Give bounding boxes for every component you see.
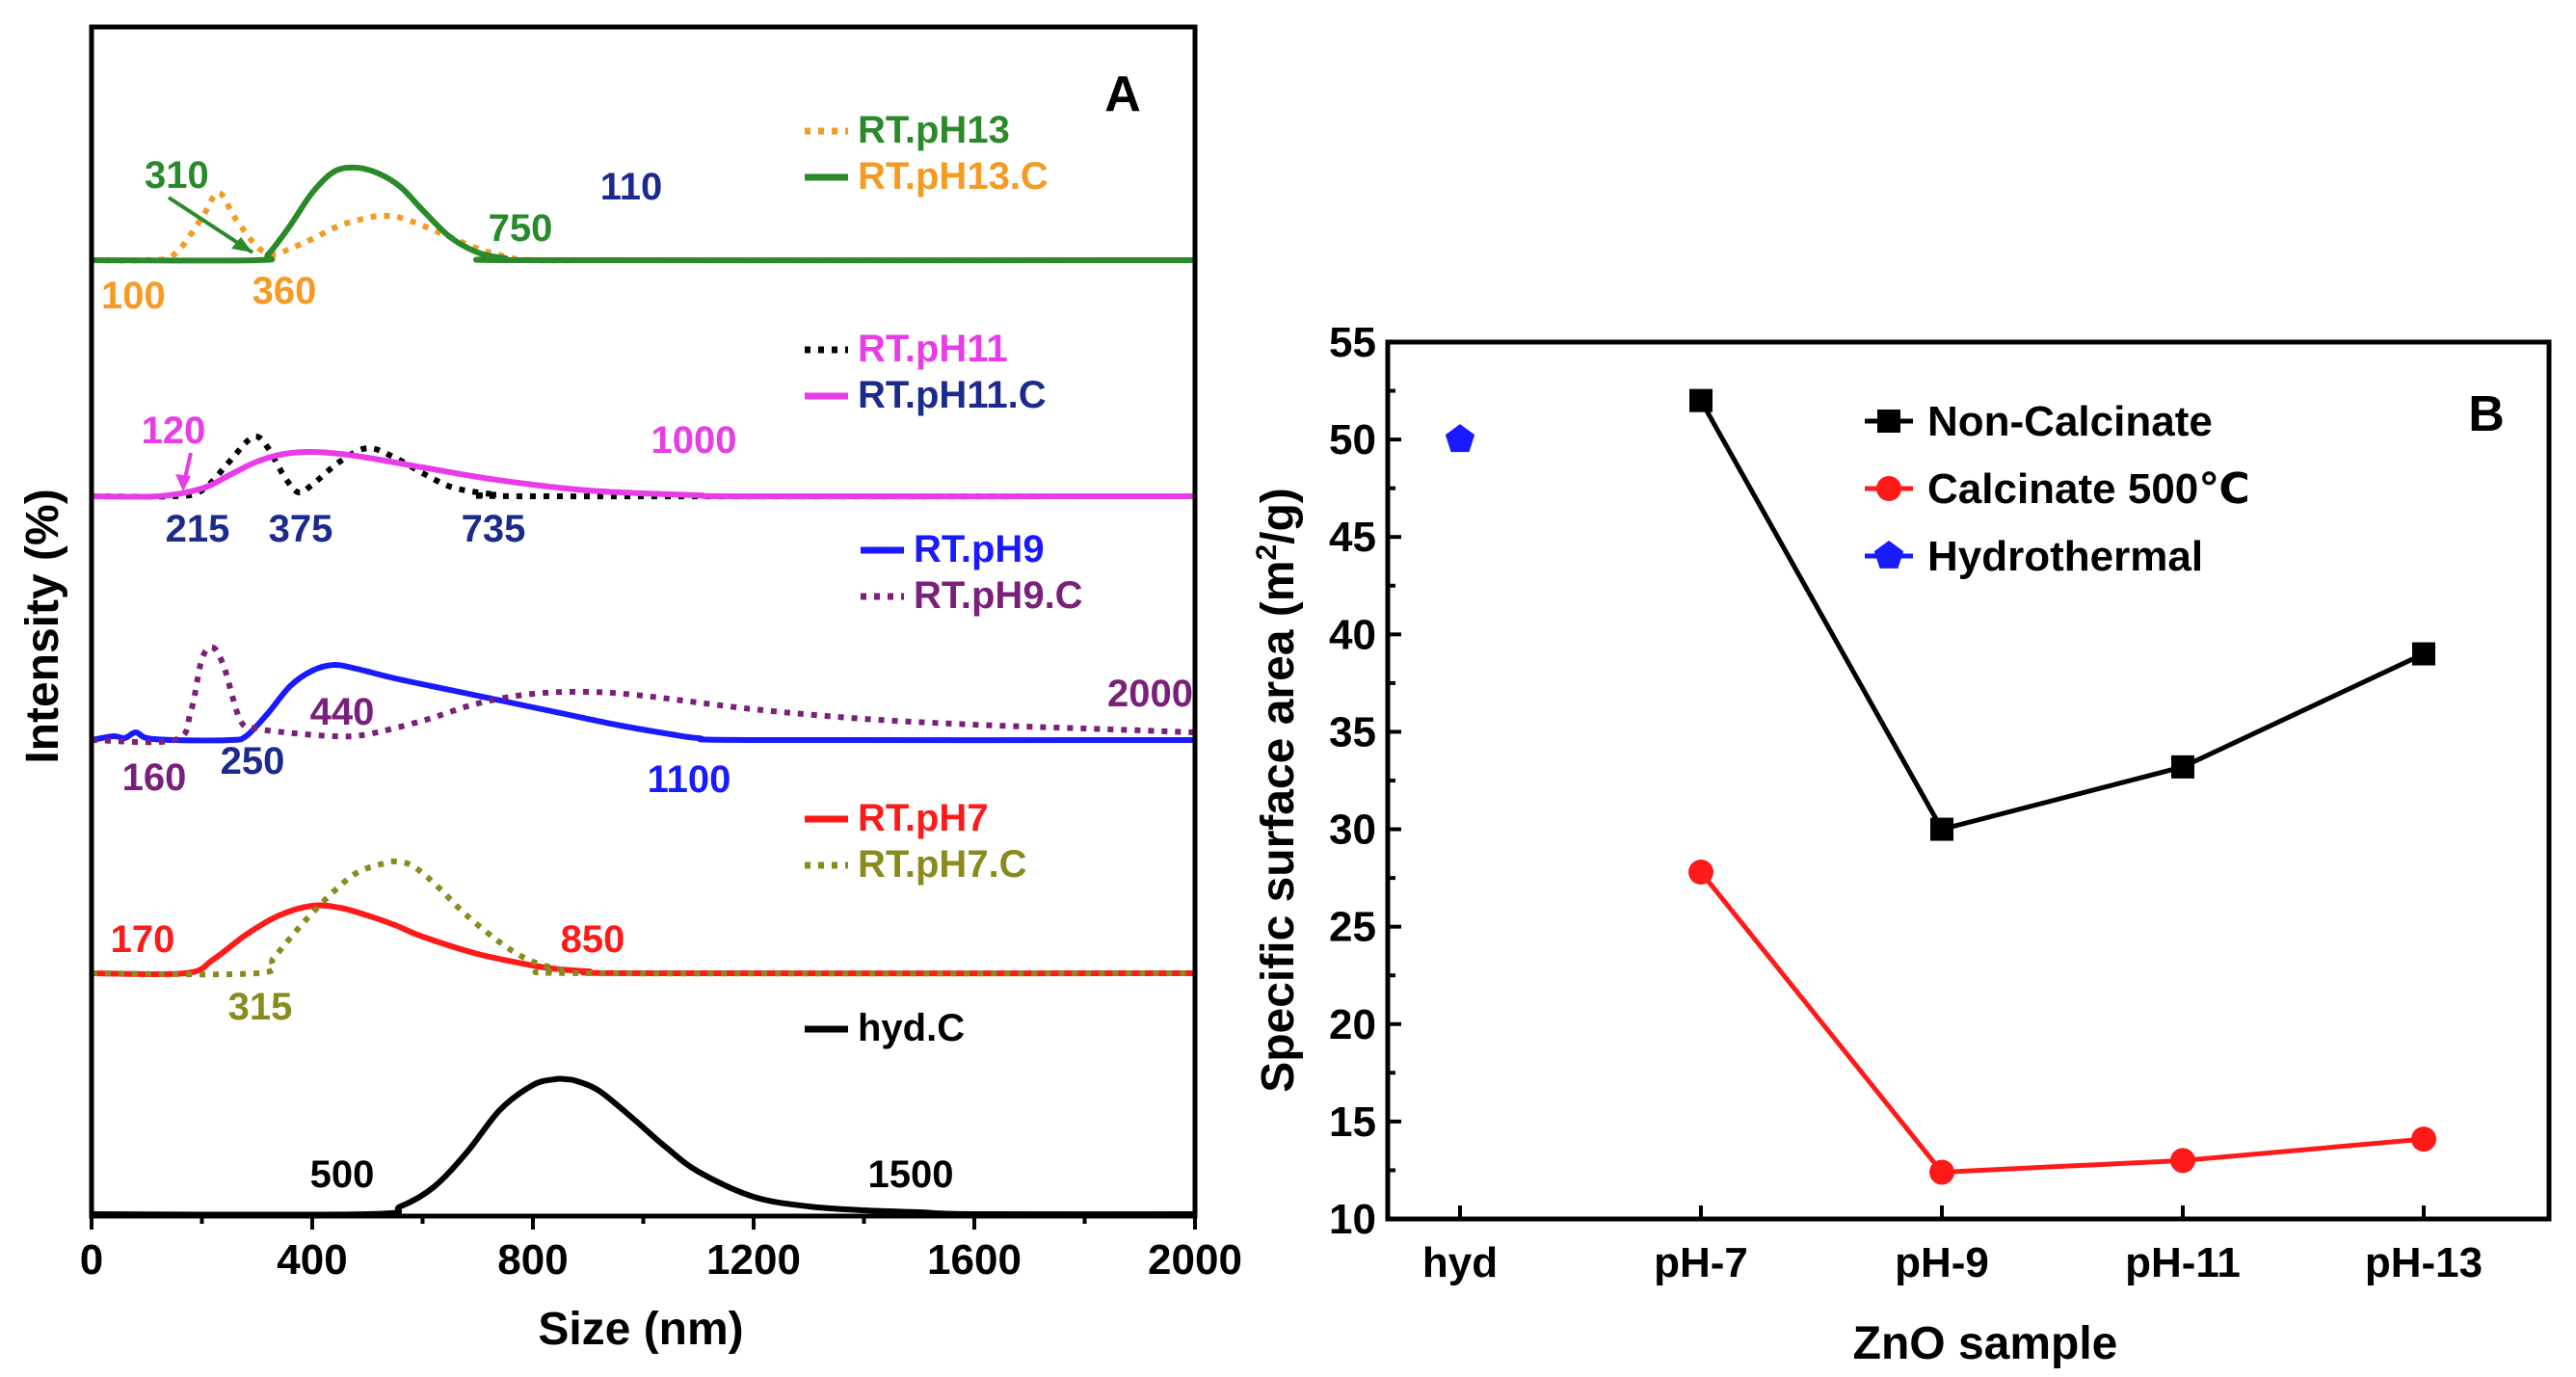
- panel-a-label: A: [1104, 66, 1141, 122]
- data-point-pentagon: [1445, 424, 1475, 453]
- series-line-rt-ph11: [91, 433, 1196, 500]
- series-line-rt-ph7-c: [91, 858, 1196, 978]
- x-tick-label: 2000: [1148, 1236, 1242, 1284]
- annotation-label: 1500: [868, 1153, 954, 1196]
- annotation-label: 1100: [648, 758, 731, 801]
- y-tick-label: 40: [1329, 611, 1376, 658]
- panel-b: Specific surface area (m2/g) ZnO sample …: [1251, 319, 2552, 1369]
- x-tick-label: pH-7: [1654, 1239, 1748, 1286]
- legend-label: Hydrothermal: [1927, 533, 2203, 580]
- annotation-label: 850: [561, 918, 625, 961]
- x-tick-label: 800: [497, 1236, 568, 1284]
- annotation-label: 215: [166, 508, 230, 550]
- legend-label-rt-ph9: RT.pH9: [914, 528, 1045, 570]
- legend-label-rt-ph13: RT.pH13: [858, 109, 1010, 151]
- annotation-label: 315: [228, 986, 293, 1028]
- annotation-label: 360: [252, 270, 317, 312]
- series-line-rt-ph9-c: [91, 644, 1196, 746]
- legend-label: Non-Calcinate: [1927, 398, 2213, 445]
- x-tick-label: 1600: [927, 1236, 1022, 1284]
- series-line-rt-ph13-c: [91, 164, 1196, 264]
- annotation-label: 160: [122, 756, 187, 799]
- annotation-label: 250: [221, 740, 285, 782]
- data-point-square: [1689, 388, 1713, 412]
- panel-a-y-axis-label: Intensity (%): [17, 489, 68, 763]
- x-tick-label: pH-9: [1895, 1239, 1989, 1286]
- series-line-rt-ph11-c: [91, 449, 1196, 500]
- annotation-label: 120: [142, 410, 206, 452]
- panel-b-y-axis-label: Specific surface area (m2/g): [1251, 488, 1304, 1093]
- x-tick-label: 0: [80, 1236, 103, 1284]
- y-tick-label: 55: [1329, 319, 1376, 366]
- annotation-label: 170: [111, 918, 175, 961]
- legend-label-rt-ph13-c: RT.pH13.C: [858, 155, 1049, 198]
- y-tick-label: 50: [1329, 416, 1376, 463]
- x-tick-label: 1200: [706, 1236, 801, 1284]
- series-line-hyd-c: [91, 1075, 1196, 1218]
- legend-label-rt-ph11-c: RT.pH11.C: [858, 374, 1047, 416]
- y-tick-label: 30: [1329, 807, 1376, 854]
- legend-swatch-marker: [1877, 410, 1900, 433]
- annotation-label: 750: [489, 207, 553, 250]
- legend-label: Calcinate 500℃: [1927, 465, 2250, 513]
- annotation-label: 500: [310, 1153, 375, 1196]
- series-line-rt-ph9: [91, 661, 1196, 744]
- data-point-square: [2171, 755, 2194, 779]
- series-line-square: [1698, 399, 2426, 833]
- annotation-label: 2000: [1107, 673, 1193, 715]
- panel-a-x-axis-label: Size (nm): [538, 1304, 743, 1355]
- annotation-label: 110: [600, 166, 663, 208]
- series-line-circle: [1699, 870, 2425, 1176]
- legend-label-rt-ph7: RT.pH7: [858, 797, 989, 839]
- x-tick-label: hyd: [1422, 1239, 1498, 1286]
- legend-label-rt-ph7-c: RT.pH7.C: [858, 843, 1027, 886]
- legend-label-rt-ph9-c: RT.pH9.C: [914, 574, 1083, 617]
- data-point-square: [2412, 642, 2435, 666]
- y-tick-label: 15: [1329, 1099, 1376, 1146]
- legend-label-hyd-c: hyd.C: [858, 1007, 965, 1049]
- y-tick-label: 25: [1329, 904, 1376, 951]
- annotation-label: 310: [145, 154, 209, 197]
- data-point-square: [1930, 817, 1953, 841]
- panel-b-label: B: [2468, 386, 2505, 442]
- data-point-circle: [2170, 1148, 2195, 1174]
- annotation-label: 100: [101, 275, 166, 317]
- annotation-label: 735: [462, 508, 526, 550]
- panel-a: Intensity (%) Size (nm) A RT.pH13RT.pH13…: [17, 24, 1242, 1355]
- y-tick-label: 10: [1329, 1196, 1376, 1243]
- legend-swatch-marker: [1876, 476, 1901, 501]
- x-tick-label: pH-11: [2125, 1239, 2241, 1286]
- legend-label-rt-ph11: RT.pH11: [858, 328, 1008, 370]
- series-line-rt-ph7: [91, 902, 1196, 978]
- annotation-label: 440: [310, 691, 375, 733]
- arrow-120-head-icon: [175, 474, 191, 491]
- legend-swatch-marker: [1873, 541, 1904, 569]
- data-point-circle: [2411, 1126, 2436, 1152]
- x-tick-label: pH-13: [2365, 1239, 2483, 1286]
- panel-b-x-axis-label: ZnO sample: [1853, 1318, 2118, 1369]
- y-tick-label: 20: [1329, 1001, 1376, 1048]
- annotation-label: 375: [269, 508, 333, 550]
- data-point-circle: [1929, 1159, 1954, 1185]
- y-tick-label: 35: [1329, 708, 1376, 755]
- arrow-310-head-icon: [231, 237, 252, 252]
- data-point-circle: [1688, 860, 1713, 886]
- y-tick-label: 45: [1329, 514, 1376, 561]
- annotation-label: 1000: [651, 419, 737, 462]
- x-tick-label: 400: [277, 1236, 347, 1284]
